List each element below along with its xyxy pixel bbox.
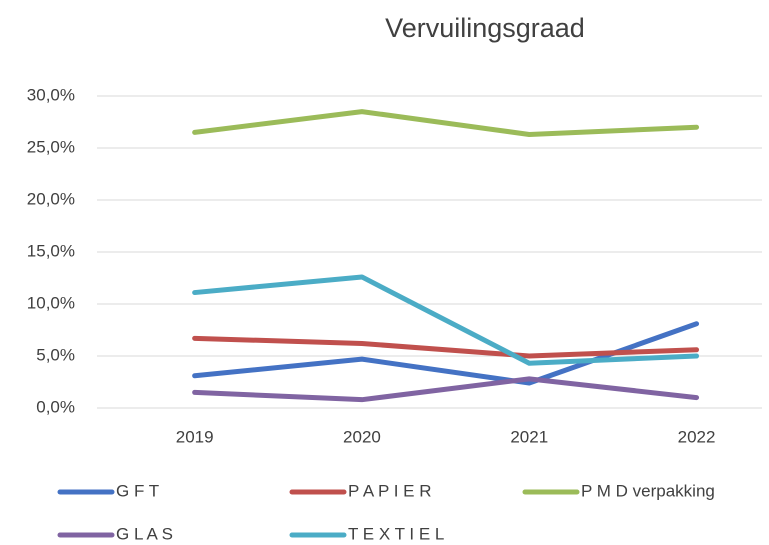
y-tick-label: 10,0% [27, 293, 75, 312]
series-line [192, 109, 700, 137]
series-line [192, 274, 700, 366]
chart-title: Vervuilingsgraad [385, 13, 585, 43]
y-tick-label: 15,0% [27, 241, 75, 260]
legend-label: T E X T I E L [348, 524, 444, 543]
y-tick-label: 20,0% [27, 189, 75, 208]
y-tick-label: 25,0% [27, 137, 75, 156]
legend-label: P M D verpakking [581, 481, 715, 500]
series-line [192, 335, 700, 359]
series-line [192, 376, 700, 403]
legend-label: G F T [116, 481, 159, 500]
x-tick-label: 2022 [678, 427, 716, 446]
x-tick-label: 2019 [176, 427, 214, 446]
y-tick-label: 0,0% [36, 397, 75, 416]
y-tick-label: 30,0% [27, 85, 75, 104]
x-tick-label: 2020 [343, 427, 381, 446]
legend-label: G L A S [116, 524, 173, 543]
y-tick-label: 5,0% [36, 345, 75, 364]
x-tick-label: 2021 [510, 427, 548, 446]
legend-label: P A P I E R [348, 481, 431, 500]
